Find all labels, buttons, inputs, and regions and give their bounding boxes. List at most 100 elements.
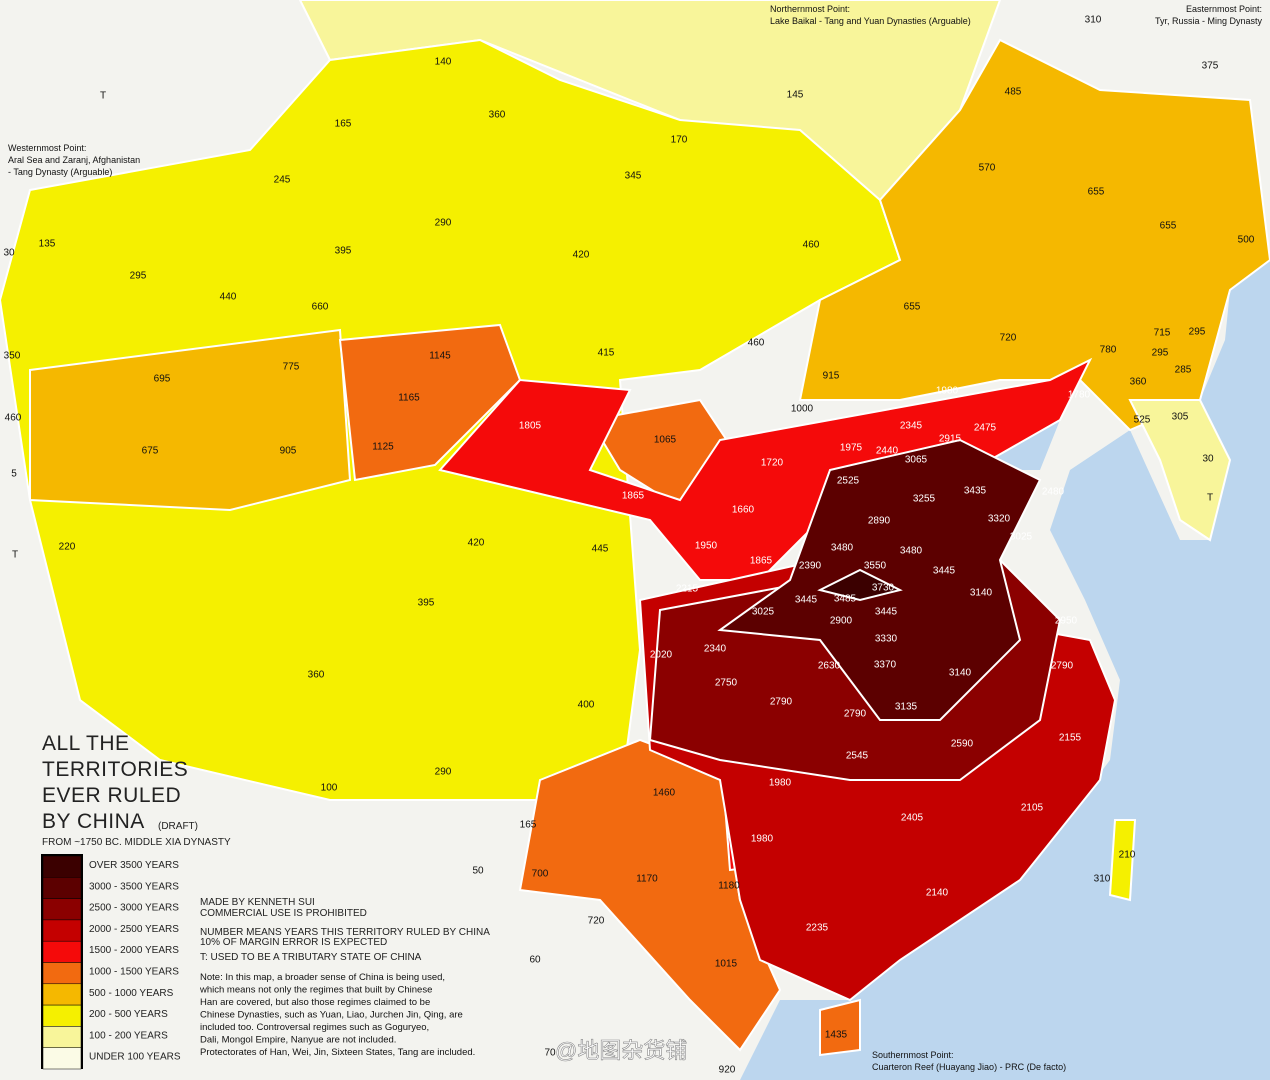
region-label: 3445 bbox=[875, 607, 898, 618]
region-label: 905 bbox=[280, 446, 297, 457]
region-label: 3370 bbox=[874, 660, 897, 671]
region-label: 2390 bbox=[799, 561, 822, 572]
region-label: 2480 bbox=[1042, 487, 1065, 498]
credit-line: MADE BY KENNETH SUI bbox=[200, 897, 315, 908]
region-label: 30 bbox=[3, 248, 15, 259]
legend-swatch bbox=[42, 1026, 82, 1048]
region-label: 5 bbox=[11, 469, 17, 480]
region-label: 3065 bbox=[905, 455, 928, 466]
region-label: 2790 bbox=[844, 709, 867, 720]
region-label: 1980 bbox=[769, 778, 792, 789]
region-label: 2590 bbox=[951, 739, 974, 750]
region-label: 395 bbox=[335, 246, 352, 257]
title-block: ALL THE TERRITORIES EVER RULED BY CHINA … bbox=[42, 732, 231, 848]
credit-line: T: USED TO BE A TRIBUTARY STATE OF CHINA bbox=[200, 952, 422, 963]
note-line: Chinese Dynasties, such as Yuan, Liao, J… bbox=[200, 1010, 463, 1021]
region-label: 400 bbox=[578, 700, 595, 711]
region-label: 2525 bbox=[837, 476, 860, 487]
title-line: BY CHINA bbox=[42, 810, 145, 833]
region-label: 1145 bbox=[429, 351, 451, 362]
region-label: 1065 bbox=[654, 435, 677, 446]
region-label: 290 bbox=[435, 218, 452, 229]
region-label: 500 bbox=[1238, 235, 1255, 246]
region-label: 165 bbox=[520, 820, 537, 831]
region-label: 360 bbox=[1130, 377, 1147, 388]
region-label: 2020 bbox=[650, 650, 673, 661]
region-label: 2140 bbox=[926, 888, 949, 899]
extreme-line: Aral Sea and Zaranj, Afghanistan bbox=[8, 155, 140, 165]
region-label: 2440 bbox=[876, 446, 899, 457]
region-label: 295 bbox=[130, 271, 147, 282]
extreme-title: Westernmost Point: bbox=[8, 143, 86, 153]
extreme-title: Easternmost Point: bbox=[1186, 4, 1262, 14]
region-label: 1950 bbox=[695, 541, 718, 552]
extreme-title: Southernmost Point: bbox=[872, 1050, 954, 1060]
region-label: 2950 bbox=[1055, 616, 1078, 627]
note-line: Protectorates of Han, Wei, Jin, Sixteen … bbox=[200, 1047, 475, 1058]
region-label: 655 bbox=[1160, 221, 1177, 232]
region-label: 1805 bbox=[519, 421, 542, 432]
region-label: 1660 bbox=[732, 505, 755, 516]
region-label: 1170 bbox=[636, 874, 658, 885]
region-label: 295 bbox=[1152, 348, 1169, 359]
region-label: 1975 bbox=[840, 443, 863, 454]
region-label: 460 bbox=[748, 338, 765, 349]
legend-swatch bbox=[42, 940, 82, 963]
region-label: 1865 bbox=[622, 491, 645, 502]
region-label: 675 bbox=[142, 446, 159, 457]
legend-swatch bbox=[42, 983, 82, 1006]
region-label: 305 bbox=[1172, 412, 1189, 423]
region-label: 295 bbox=[1189, 327, 1206, 338]
title-line: EVER RULED bbox=[42, 784, 181, 807]
region-label: 1980 bbox=[751, 834, 774, 845]
region-label: 920 bbox=[719, 1065, 736, 1076]
region-label: 525 bbox=[1134, 415, 1151, 426]
subtitle: FROM ~1750 BC. MIDDLE XIA DYNASTY bbox=[42, 837, 231, 848]
legend-label: 2500 - 3000 YEARS bbox=[89, 903, 179, 914]
region-label: 660 bbox=[312, 302, 329, 313]
region-label: 2340 bbox=[704, 644, 727, 655]
note: Note: In this map, a broader sense of Ch… bbox=[199, 972, 475, 1058]
extreme-title: Northernmost Point: bbox=[770, 4, 850, 14]
region-label: 3025 bbox=[752, 607, 775, 618]
region-label: 135 bbox=[39, 239, 56, 250]
region-label: 210 bbox=[1119, 850, 1136, 861]
legend-label: 500 - 1000 YEARS bbox=[89, 988, 174, 999]
region-label: 3255 bbox=[913, 494, 936, 505]
region-label: 2235 bbox=[806, 923, 829, 934]
region-label: 715 bbox=[1154, 328, 1171, 339]
region-label: 720 bbox=[1000, 333, 1017, 344]
title-line: ALL THE bbox=[42, 732, 130, 755]
region-label: 445 bbox=[592, 544, 609, 555]
region-label: 2750 bbox=[715, 678, 738, 689]
legend-swatch bbox=[42, 1004, 82, 1027]
region-label: 3480 bbox=[831, 543, 854, 554]
region-label: 3320 bbox=[988, 514, 1011, 525]
region-label: 2105 bbox=[1021, 803, 1044, 814]
region-label: 360 bbox=[308, 670, 325, 681]
note-line: Dali, Mongol Empire, Nanyue are not incl… bbox=[200, 1035, 396, 1046]
legend-label: 200 - 500 YEARS bbox=[89, 1009, 168, 1020]
legend-swatch bbox=[42, 1047, 82, 1070]
region-label: 50 bbox=[472, 866, 484, 877]
region-label: 2790 bbox=[1051, 661, 1074, 672]
region-label: 2345 bbox=[900, 421, 923, 432]
region-label: 3445 bbox=[933, 566, 956, 577]
legend: OVER 3500 YEARS 3000 - 3500 YEARS 2500 - 3… bbox=[41, 854, 181, 1070]
region-label: 395 bbox=[418, 598, 435, 609]
legend-label: UNDER 100 YEARS bbox=[89, 1052, 181, 1063]
legend-swatch bbox=[42, 877, 82, 899]
region-label: 100 bbox=[321, 783, 338, 794]
note-line: Note: In this map, a broader sense of Ch… bbox=[200, 972, 445, 983]
region-label: 3550 bbox=[864, 561, 887, 572]
region-label: 1720 bbox=[761, 458, 784, 469]
region-label: 1460 bbox=[653, 788, 676, 799]
region-label: 1780 bbox=[1068, 390, 1091, 401]
extreme-line: Cuarteron Reef (Huayang Jiao) - PRC (De … bbox=[872, 1062, 1066, 1072]
region-label: 485 bbox=[1005, 87, 1022, 98]
region-label: 420 bbox=[468, 538, 485, 549]
region-label: 60 bbox=[529, 955, 541, 966]
region-label: 2475 bbox=[974, 423, 997, 434]
region-label: 915 bbox=[823, 371, 840, 382]
legend-label: 1000 - 1500 YEARS bbox=[89, 967, 179, 978]
